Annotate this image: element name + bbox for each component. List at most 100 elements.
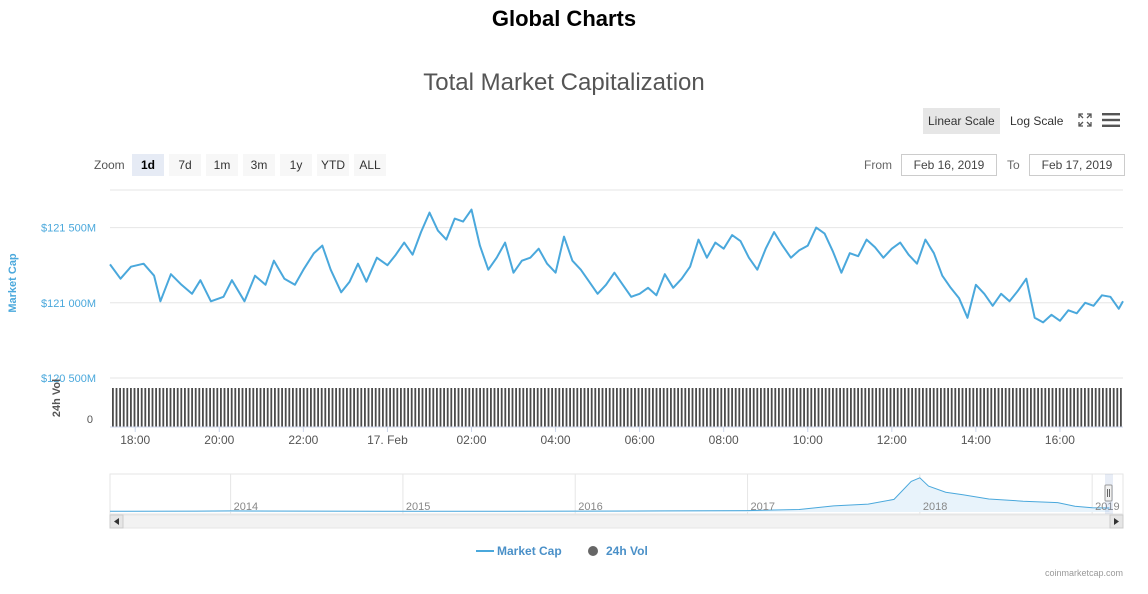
volume-bar <box>1051 388 1054 427</box>
volume-bar <box>115 388 118 427</box>
legend-24h-vol-symbol[interactable] <box>588 546 598 556</box>
y-axis-ticks: $121 500M $121 000M $120 500M <box>41 223 96 385</box>
volume-bar <box>943 388 946 427</box>
y-axis-title: Market Cap <box>7 253 19 313</box>
chart-title: Total Market Capitalization <box>423 69 705 96</box>
volume-bar <box>248 388 251 427</box>
volume-bar <box>151 388 154 427</box>
volume-bar <box>958 388 960 427</box>
credit-link[interactable]: coinmarketcap.com <box>1044 568 1123 578</box>
volume-bar <box>983 388 985 427</box>
volume-bar <box>1087 388 1090 427</box>
navigator-tick-label: 2014 <box>234 501 258 513</box>
volume-bar <box>374 388 377 427</box>
zoom-1y-button[interactable]: 1y <box>280 154 312 176</box>
zoom-1d-button[interactable]: 1d <box>132 154 164 176</box>
volume-bar <box>986 388 989 427</box>
volume-bar <box>522 388 525 427</box>
volume-bar <box>950 388 953 427</box>
volume-bar <box>961 388 964 427</box>
zoom-1m-button[interactable]: 1m <box>206 154 238 176</box>
volume-bar <box>400 388 402 427</box>
volume-bar <box>554 388 557 427</box>
volume-bar <box>713 388 715 427</box>
volume-bar <box>371 388 373 427</box>
volume-bar <box>565 388 568 427</box>
volume-bar <box>191 388 193 427</box>
volume-bar <box>598 388 600 427</box>
volume-bar <box>378 388 381 427</box>
volume-bar <box>806 388 809 427</box>
volume-bar <box>1112 388 1115 427</box>
volume-bar <box>1026 388 1029 427</box>
volume-bar <box>263 388 265 427</box>
to-date-input[interactable]: Feb 17, 2019 <box>1029 154 1125 176</box>
volume-bar <box>443 388 445 427</box>
x-tick-label: 06:00 <box>625 433 655 447</box>
volume-bar <box>338 388 341 427</box>
volume-bar <box>569 388 571 427</box>
volume-bar <box>648 388 651 427</box>
zoom-3m-button[interactable]: 3m <box>243 154 275 176</box>
x-tick-label: 02:00 <box>456 433 486 447</box>
volume-bar <box>677 388 679 427</box>
volume-bar <box>1058 388 1061 427</box>
volume-bar <box>464 388 467 427</box>
volume-bar <box>364 388 366 427</box>
volume-bar <box>994 388 996 427</box>
log-scale-button[interactable]: Log Scale <box>1010 114 1064 128</box>
zoom-all-button[interactable]: ALL <box>354 154 386 176</box>
volume-bar <box>349 388 352 427</box>
legend-24h-vol-label[interactable]: 24h Vol <box>606 544 648 558</box>
volume-bar <box>353 388 355 427</box>
volume-bar <box>619 388 622 427</box>
scrollbar-track[interactable] <box>109 514 1124 529</box>
volume-bar <box>1033 388 1036 427</box>
linear-scale-button[interactable]: Linear Scale <box>923 108 1000 134</box>
volume-bar <box>655 388 658 427</box>
volume-bar <box>284 388 287 427</box>
volume-bar <box>461 388 463 427</box>
volume-bar <box>518 388 521 427</box>
from-date-input[interactable]: Feb 16, 2019 <box>901 154 997 176</box>
volume-bar <box>731 388 733 427</box>
volume-bar <box>670 388 672 427</box>
fullscreen-icon[interactable] <box>1078 113 1092 127</box>
volume-bar <box>864 388 867 427</box>
volume-bar <box>209 388 211 427</box>
volume-bar <box>752 388 755 427</box>
volume-bar <box>187 388 190 427</box>
zoom-7d-button[interactable]: 7d <box>169 154 201 176</box>
volume-bar <box>644 388 647 427</box>
volume-bar <box>508 388 510 427</box>
volume-bar <box>691 388 694 427</box>
volume-bar <box>252 388 255 427</box>
navigator-tick-label: 2018 <box>923 501 947 513</box>
volume-bar <box>223 388 226 427</box>
volume-bar <box>817 388 820 427</box>
scroll-left-arrow-icon <box>114 518 119 525</box>
volume-bar <box>1109 388 1111 427</box>
zoom-ytd-button[interactable]: YTD <box>317 154 349 176</box>
volume-bar <box>360 388 363 427</box>
volume-bar <box>432 388 435 427</box>
volume-bar <box>662 388 665 427</box>
volume-bar <box>1037 388 1039 427</box>
volume-bar <box>382 388 384 427</box>
volume-bar <box>320 388 323 427</box>
volume-bar <box>205 388 208 427</box>
hamburger-menu-icon[interactable] <box>1102 112 1120 128</box>
volume-bar <box>245 388 247 427</box>
volume-bar <box>904 388 906 427</box>
volume-bar <box>1048 388 1050 427</box>
volume-bar <box>652 388 654 427</box>
navigator-handle[interactable] <box>1104 484 1113 502</box>
volume-bar <box>1069 388 1072 427</box>
volume-bar <box>760 388 762 427</box>
volume-bar <box>493 388 496 427</box>
legend-market-cap-label[interactable]: Market Cap <box>497 544 562 558</box>
volume-bar <box>346 388 348 427</box>
volume-bar <box>738 388 741 427</box>
volume-bar <box>122 388 125 427</box>
volume-bar <box>407 388 409 427</box>
